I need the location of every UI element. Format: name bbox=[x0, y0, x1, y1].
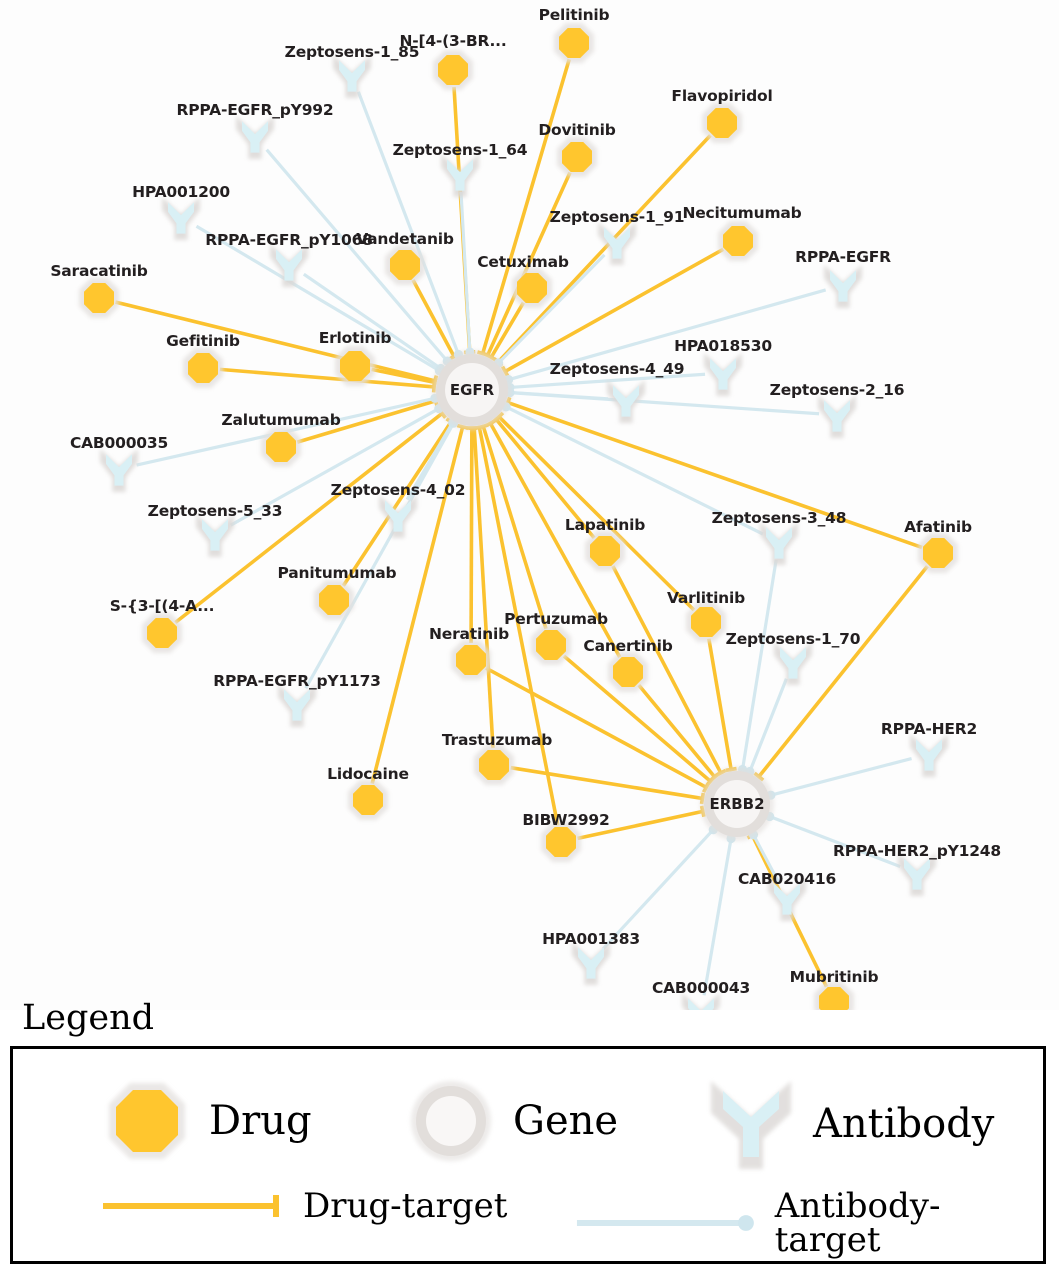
node-antibody-zeptosens-1_85 bbox=[333, 54, 371, 98]
node-drug-saracatinib bbox=[79, 278, 119, 318]
node-drug-neratinib bbox=[451, 640, 491, 680]
gene-label-ERBB2: ERBB2 bbox=[709, 795, 765, 813]
node-drug-zalutumumab bbox=[261, 427, 301, 467]
node-drug-s-3-4-a bbox=[142, 613, 182, 653]
node-antibody-cab000043 bbox=[682, 992, 720, 1010]
edge-drug-target bbox=[510, 765, 706, 805]
gene-label-EGFR: EGFR bbox=[449, 381, 495, 399]
node-drug-afatinib bbox=[918, 533, 958, 573]
edge-antibody-target bbox=[745, 678, 788, 777]
network-svg bbox=[79, 23, 958, 1010]
edge-antibody-target bbox=[505, 372, 706, 393]
edge-antibody-target bbox=[493, 253, 606, 368]
node-drug-necitumumab bbox=[718, 221, 758, 261]
edge-antibody-target bbox=[766, 756, 912, 800]
edge-drug-target bbox=[485, 301, 525, 362]
legend: Legend Drug Gene Antibody bbox=[0, 998, 1059, 1280]
legend-title: Legend bbox=[22, 998, 155, 1038]
edge-drug-target bbox=[637, 683, 721, 782]
node-antibody-zeptosens-4_02 bbox=[379, 494, 417, 538]
node-drug-erlotinib bbox=[335, 346, 375, 386]
node-drug-flavopiridol bbox=[702, 103, 742, 143]
node-antibody-hpa001200 bbox=[162, 196, 200, 240]
edge-antibody-target bbox=[459, 191, 475, 357]
node-antibody-zeptosens-2_16 bbox=[818, 394, 856, 438]
node-drug-n-4-3-br bbox=[433, 50, 473, 90]
node-antibody-zeptosens-1_64 bbox=[441, 153, 479, 197]
node-antibody-zeptosens-1_91 bbox=[598, 221, 636, 265]
edge-drug-target bbox=[753, 565, 929, 782]
edge-drug-target bbox=[452, 86, 476, 355]
node-drug-varlitinib bbox=[686, 602, 726, 642]
node-drug-dovitinib bbox=[557, 137, 597, 177]
edge-drug-target bbox=[707, 638, 737, 773]
node-drug-canertinib bbox=[608, 652, 648, 692]
edge-drug-target bbox=[504, 396, 923, 550]
legend-label-gene: Gene bbox=[513, 1098, 619, 1144]
edge-antibody-target bbox=[505, 387, 820, 416]
node-antibody-cab000035 bbox=[100, 448, 138, 492]
legend-label-drug: Drug bbox=[209, 1098, 312, 1144]
legend-item-gene: Gene bbox=[403, 1073, 618, 1169]
node-antibody-zeptosens-4_49 bbox=[607, 379, 645, 423]
edge-drug-target bbox=[493, 411, 696, 612]
edge-layer bbox=[115, 58, 929, 996]
legend-box: Drug Gene Antibody Drug-target bbox=[10, 1046, 1046, 1264]
edge-drug-target bbox=[577, 805, 706, 841]
legend-item-antibody: Antibody bbox=[703, 1073, 994, 1175]
node-antibody-rppa-egfr_py1068 bbox=[270, 243, 308, 287]
drug-icon bbox=[109, 1083, 185, 1159]
node-drug-gefitinib bbox=[183, 348, 223, 388]
legend-label-drug-target: Drug-target bbox=[303, 1186, 508, 1226]
legend-label-antibody-target: Antibody-target bbox=[774, 1186, 941, 1260]
node-antibody-zeptosens-3_48 bbox=[760, 521, 798, 565]
node-drug-trastuzumab bbox=[474, 745, 514, 785]
node-antibody-zeptosens-1_70 bbox=[774, 641, 812, 685]
node-antibody-rppa-her2 bbox=[910, 733, 948, 777]
node-antibody-hpa001383 bbox=[572, 941, 610, 985]
node-drug-mubritinib bbox=[814, 982, 854, 1010]
legend-label-antibody: Antibody bbox=[813, 1101, 995, 1147]
node-drug-cetuximab bbox=[512, 268, 552, 308]
antibody-target-edge-icon bbox=[576, 1215, 754, 1231]
edge-antibody-target bbox=[602, 825, 718, 950]
node-antibody-rppa-her2_py1248 bbox=[898, 852, 936, 896]
edge-antibody-target bbox=[702, 833, 736, 996]
node-antibody-rppa-egfr_py992 bbox=[236, 115, 274, 159]
node-drug-pelitinib bbox=[554, 23, 594, 63]
node-antibody-cab020416 bbox=[768, 877, 806, 921]
network-diagram: N-[4-(3-BR... Pelitinib Flavopiridol Doviti… bbox=[50, 6, 1002, 1010]
legend-item-drug-target: Drug-target bbox=[99, 1189, 507, 1223]
node-drug-panitumumab bbox=[314, 580, 354, 620]
antibody-icon bbox=[711, 1081, 791, 1169]
gene-icon bbox=[411, 1081, 491, 1161]
edge-antibody-target bbox=[765, 811, 901, 869]
node-drug-lapatinib bbox=[585, 531, 625, 571]
node-layer bbox=[79, 23, 958, 1010]
node-gene-EGFR bbox=[432, 350, 512, 430]
node-gene-ERBB2 bbox=[700, 767, 774, 841]
edge-antibody-target bbox=[748, 830, 780, 883]
legend-item-drug: Drug bbox=[99, 1073, 312, 1169]
node-antibody-rppa-egfr_py1173 bbox=[278, 683, 316, 727]
node-drug-pertuzumab bbox=[531, 625, 571, 665]
node-drug-lidocaine bbox=[348, 780, 388, 820]
node-antibody-rppa-egfr bbox=[824, 264, 862, 308]
node-antibody-zeptosens-5_33 bbox=[196, 513, 234, 557]
node-antibody-hpa018530 bbox=[704, 352, 742, 396]
node-drug-bibw2992 bbox=[541, 822, 581, 862]
drug-target-edge-icon bbox=[103, 1195, 279, 1217]
edge-antibody-target bbox=[737, 559, 778, 775]
node-drug-vandetanib bbox=[385, 245, 425, 285]
legend-item-antibody-target: Antibody-target bbox=[573, 1189, 1043, 1257]
